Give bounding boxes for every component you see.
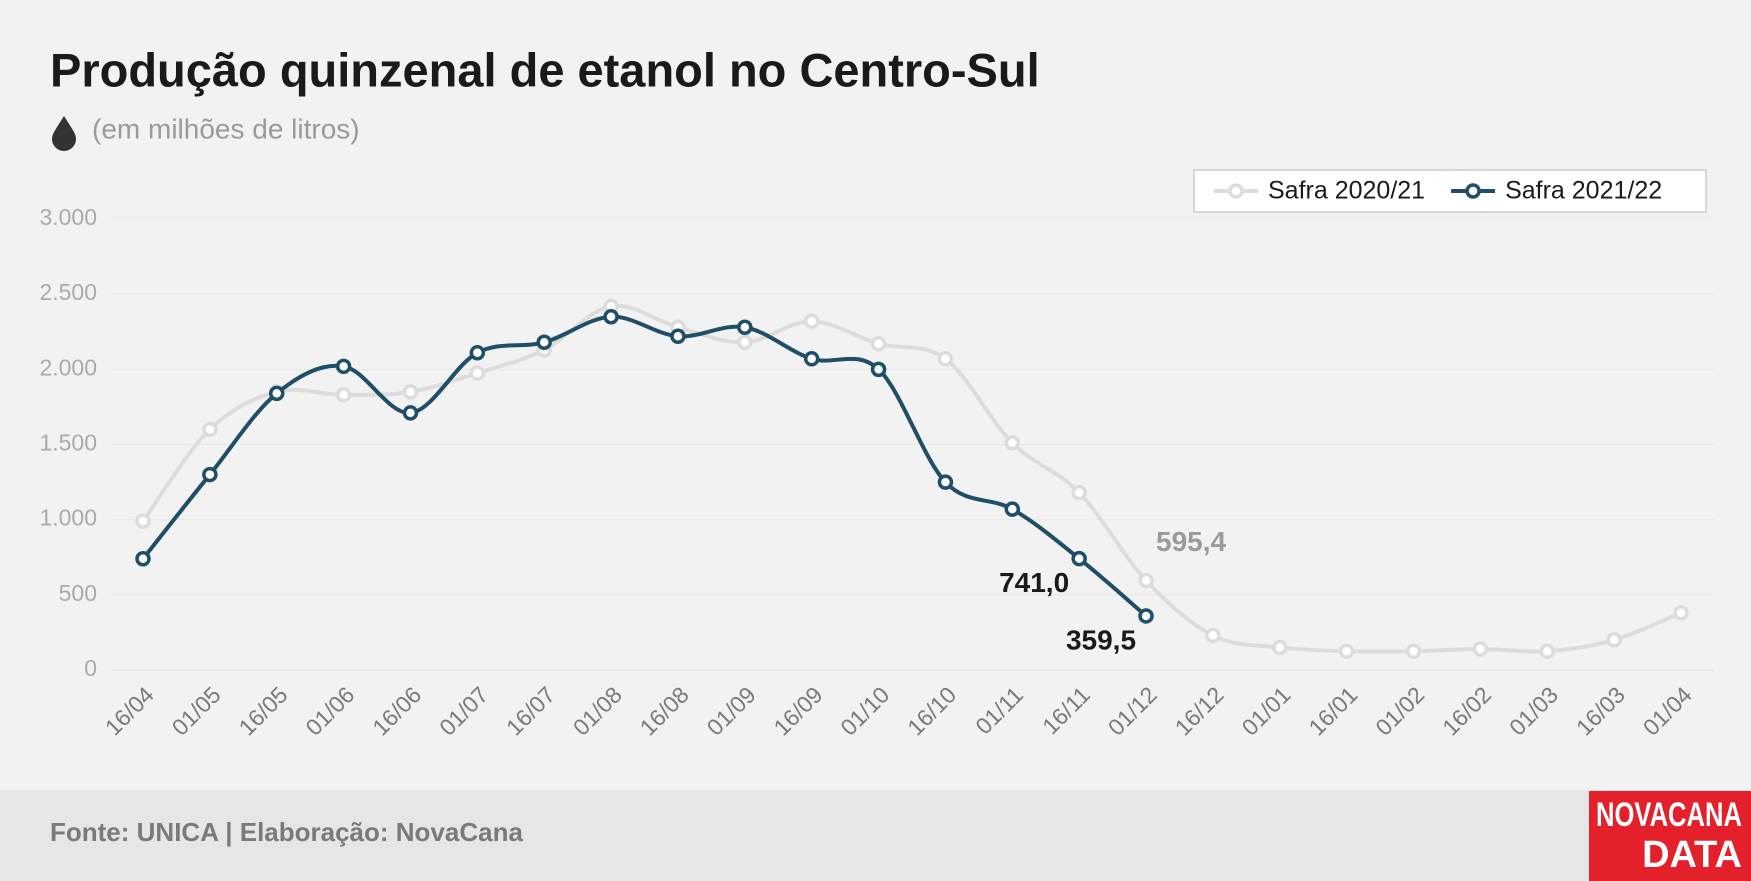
drop-icon [52,116,76,151]
legend-marker [1228,183,1244,199]
data-label: 741,0 [999,567,1069,598]
y-tick-label: 1.500 [39,430,97,456]
point-marker [402,405,419,421]
point-marker [1004,501,1021,517]
point-marker [603,308,619,325]
source: Fonte: UNICA | Elaboração: NovaCana [50,817,523,847]
point-marker [737,319,753,335]
point-marker [937,474,954,490]
data-label: 595,4 [1156,526,1226,557]
point-marker [803,313,820,329]
point-marker [803,351,820,367]
chart-title: Produção quinzenal de etanol no Centro-S… [50,43,1040,96]
point-marker [335,387,352,403]
point-marker [335,358,352,375]
point-marker [268,385,285,402]
point-marker [1272,639,1288,656]
y-tick-label: 2.500 [39,279,97,305]
point-marker [870,361,887,378]
point-marker [135,513,151,529]
logo-text: DATA [1642,834,1742,876]
y-tick-label: 3.000 [39,204,97,230]
point-marker [1606,632,1622,648]
legend-label: Safra 2020/21 [1268,177,1425,205]
logo [1589,791,1751,881]
y-tick-label: 1.000 [39,505,97,531]
point-marker [1673,605,1689,621]
point-marker [1205,627,1221,644]
point-marker [1338,643,1355,659]
chart-subtitle: (em milhões de litros) [92,113,360,144]
point-marker [670,328,686,345]
point-marker [135,551,151,567]
point-marker [1138,572,1154,589]
point-marker [737,334,753,351]
point-marker [1071,550,1087,567]
logo-text: NOVACANA [1596,796,1742,834]
data-label: 359,5 [1066,624,1136,655]
point-marker [1472,641,1489,657]
point-marker [870,336,887,352]
point-marker [202,466,218,483]
y-tick-label: 500 [59,580,97,606]
series-line [141,314,1148,618]
point-marker [1004,435,1021,451]
point-marker [1405,643,1422,659]
y-tick-label: 2.000 [39,354,97,380]
legend-box [1193,169,1707,213]
point-marker [402,384,419,400]
point-marker [469,345,486,361]
legend-label: Safra 2021/22 [1505,177,1662,205]
point-marker [536,334,552,351]
y-tick-label: 0 [84,655,97,681]
point-marker [1539,643,1556,659]
point-marker [202,421,218,438]
point-marker [469,365,486,381]
footer [0,790,1751,881]
point-marker [1071,484,1087,501]
point-marker [937,351,954,367]
point-marker [1138,608,1154,624]
legend-marker [1465,183,1481,199]
